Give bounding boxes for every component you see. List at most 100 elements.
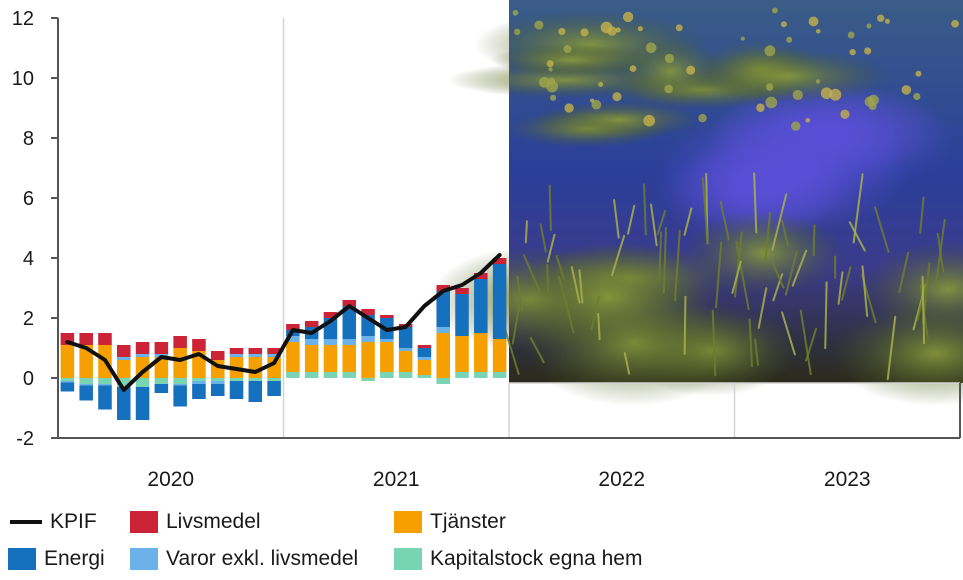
y-tick-label: 2 (23, 308, 34, 330)
bar-segment-tj-nster-2021-01 (286, 342, 300, 372)
photo-grass-blade (548, 184, 552, 232)
photo-leaf-speck (549, 94, 557, 101)
photo-leaf-speck (534, 20, 544, 30)
bar-segment-energi-2020-12 (267, 381, 281, 396)
bar-segment-energi-2021-11 (474, 279, 488, 333)
photo-leaf-speck (686, 65, 696, 75)
bar-segment-kapitalstock-egna-hem-2021-04 (342, 372, 357, 378)
legend: KPIF Livsmedel Tjänster Energi Varor exk… (8, 505, 958, 577)
photo-grass-blade (781, 311, 796, 356)
photo-grass-blade (590, 295, 600, 330)
bar-segment-kapitalstock-egna-hem-2021-05 (361, 378, 375, 381)
y-tick-label: -2 (16, 428, 34, 450)
photo-leaf-speck (558, 27, 566, 36)
bar-segment-kapitalstock-egna-hem-2020-12 (267, 378, 281, 381)
photo-leaf-speck (791, 121, 801, 131)
bar-segment-tj-nster-2021-02 (304, 345, 319, 372)
bar-segment-kapitalstock-egna-hem-2021-03 (323, 372, 338, 378)
bar-segment-tj-nster-2021-10 (455, 336, 469, 372)
bar-segment-kapitalstock-egna-hem-2020-05 (135, 378, 150, 387)
photo-leaf-speck (664, 84, 673, 94)
bar-segment-varor-exkl-livsmedel-2021-07 (398, 348, 413, 351)
photo-blue-glow (707, 84, 955, 194)
photo-leaf-speck (884, 18, 890, 24)
y-tick-label: 12 (12, 8, 34, 30)
bar-segment-kapitalstock-egna-hem-2021-02 (304, 372, 319, 378)
legend-label-energi: Energi (44, 547, 105, 570)
bar-segment-energi-2020-05 (135, 387, 150, 420)
bar-segment-energi-2020-01 (60, 382, 75, 392)
bar-segment-livsmedel-2021-06 (380, 315, 394, 318)
x-year-labels: 2020 2021 2022 2023 (147, 468, 870, 491)
varor-swatch (130, 548, 158, 570)
photo-grass-blade (852, 173, 864, 244)
photo-leaf-speck (805, 117, 811, 123)
bar-segment-kapitalstock-egna-hem-2021-10 (455, 372, 469, 378)
photo-grass-blade (780, 219, 789, 246)
kpif-line-layer (65, 253, 502, 392)
bar-segment-varor-exkl-livsmedel-2021-03 (323, 339, 338, 345)
bar-segment-livsmedel-2020-06 (154, 342, 169, 354)
photo-grass-blade (921, 275, 926, 345)
bar-segment-varor-exkl-livsmedel-2020-09 (210, 381, 225, 384)
photo-leaf-speck (780, 21, 787, 28)
bar-segment-livsmedel-2021-02 (304, 321, 319, 327)
bar-segment-livsmedel-2020-11 (248, 348, 263, 354)
photo-grass-blade (597, 313, 601, 341)
photo-leaf-speck (645, 42, 657, 54)
photo-leaf-speck (840, 109, 850, 119)
bar-segment-energi-2021-08 (417, 348, 432, 357)
legend-item-varor: Varor exkl. livsmedel (130, 544, 358, 574)
year-gridlines (282, 18, 960, 438)
bar-segment-livsmedel-2020-02 (79, 333, 93, 345)
photo-leaf-speck (637, 26, 643, 32)
bar-segment-varor-exkl-livsmedel-2020-12 (267, 354, 281, 357)
photo-leaf-speck (564, 103, 574, 113)
bar-segment-livsmedel-2021-04 (342, 300, 357, 306)
bar-segment-energi-2020-08 (192, 384, 206, 399)
photo-grass-blade (546, 233, 556, 263)
photo-surface-plants (490, 44, 654, 76)
y-tick-label: 0 (23, 368, 34, 390)
bar-segment-livsmedel-2020-07 (173, 336, 187, 348)
photo-grass-blade (824, 281, 828, 350)
tjanster-swatch (394, 511, 422, 533)
bar-segment-energi-2020-06 (154, 384, 169, 393)
photo-leaf-speck (629, 65, 637, 72)
photo-leaf-speck (591, 99, 602, 110)
bar-segment-kapitalstock-egna-hem-2020-08 (192, 378, 206, 381)
photo-surface-plants (535, 100, 702, 139)
bar-segment-kapitalstock-egna-hem-2020-11 (248, 378, 263, 381)
legend-item-kapitalstock: Kapitalstock egna hem (394, 544, 642, 574)
photo-grass-blade (919, 196, 925, 234)
photo-bottom-plants (830, 300, 963, 406)
bar-segment-varor-exkl-livsmedel-2021-04 (342, 339, 357, 345)
bar-segment-varor-exkl-livsmedel-2020-04 (117, 357, 131, 360)
bar-segment-energi-2021-07 (398, 327, 413, 348)
bar-segment-kapitalstock-egna-hem-2021-06 (380, 372, 394, 378)
legend-label-livsmedel: Livsmedel (166, 510, 261, 533)
bar-segment-tj-nster-2020-07 (173, 348, 187, 378)
photo-leaf-speck (951, 19, 959, 28)
photo-grass-blade (719, 200, 730, 241)
bar-segment-livsmedel-2021-01 (286, 324, 300, 330)
stacked-bars (60, 258, 507, 420)
legend-item-livsmedel: Livsmedel (130, 507, 261, 537)
bar-segment-tj-nster-2021-07 (398, 351, 413, 372)
photo-leaf-speck (615, 27, 621, 33)
bar-segment-tj-nster-2021-05 (361, 342, 375, 378)
bar-segment-energi-2020-03 (98, 385, 112, 410)
legend-item-energi: Energi (8, 544, 105, 574)
livsmedel-swatch (130, 511, 158, 533)
photo-grass-blade (812, 224, 816, 257)
photo-grass-blade (555, 255, 565, 280)
bar-segment-livsmedel-2020-08 (192, 339, 206, 351)
photo-leaf-speck (548, 67, 553, 72)
bar-segment-varor-exkl-livsmedel-2021-02 (304, 339, 319, 345)
photo-grass-blade (570, 265, 581, 304)
photo-grass-blade (610, 234, 626, 277)
photo-leaf-speck (563, 45, 572, 54)
photo-grass-blade (711, 309, 717, 377)
photo-leaf-speck (764, 45, 776, 57)
photo-grass-blade (658, 231, 663, 282)
